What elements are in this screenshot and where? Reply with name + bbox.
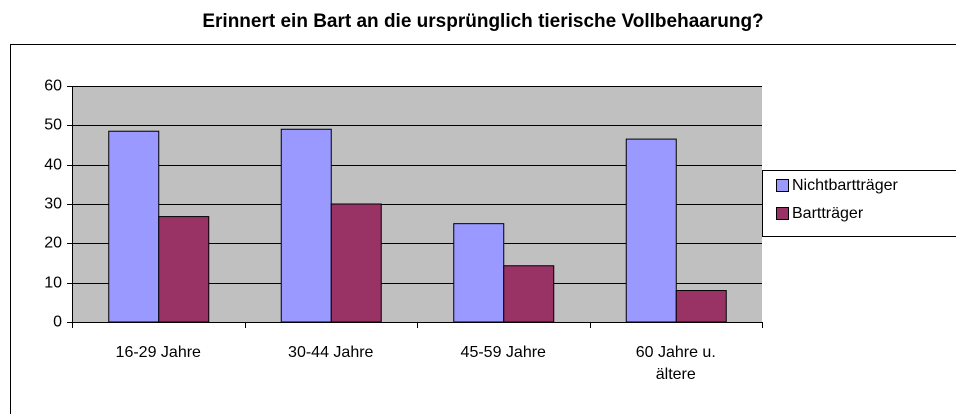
bar [330, 203, 382, 323]
y-tick-label: 20 [44, 235, 62, 252]
legend-label: Bartträger [792, 205, 864, 222]
x-tick-label: 16-29 Jahre [115, 344, 201, 361]
bar [108, 130, 160, 323]
bar [503, 265, 555, 323]
bar [625, 138, 677, 323]
bar [158, 216, 210, 323]
y-tick-label: 30 [44, 196, 62, 213]
y-tick-label: 40 [44, 157, 62, 174]
x-tick-label: 30-44 Jahre [288, 344, 374, 361]
bar [675, 290, 727, 323]
y-tick-label: 10 [44, 275, 62, 292]
x-tick-label: 60 Jahre u. ältere [635, 344, 716, 383]
bar [453, 223, 505, 323]
legend-swatch [776, 179, 789, 192]
x-tick-label: 45-59 Jahre [460, 344, 546, 361]
legend [762, 170, 956, 237]
chart-title: Erinnert ein Bart an die ursprünglich ti… [202, 11, 763, 32]
y-tick-label: 60 [44, 78, 62, 95]
bar [280, 128, 332, 323]
y-tick-label: 50 [44, 117, 62, 134]
y-tick-label: 0 [53, 314, 62, 331]
legend-swatch [776, 207, 789, 220]
legend-label: Nichtbartträger [792, 177, 898, 194]
